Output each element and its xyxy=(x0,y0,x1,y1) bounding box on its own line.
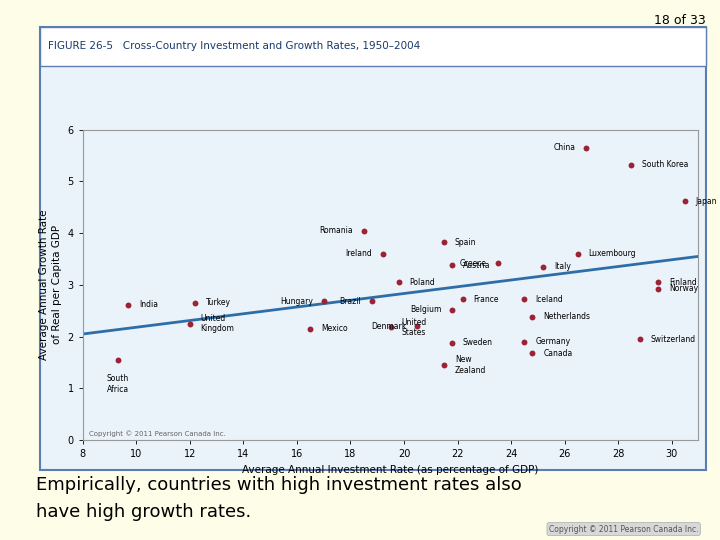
Text: Japan: Japan xyxy=(696,197,717,206)
Text: United
Kingdom: United Kingdom xyxy=(201,314,235,333)
Text: Mexico: Mexico xyxy=(321,325,348,333)
Text: Turkey: Turkey xyxy=(206,299,231,307)
Text: China: China xyxy=(553,143,575,152)
Text: have high growth rates.: have high growth rates. xyxy=(36,503,251,521)
Point xyxy=(358,226,369,235)
Point xyxy=(652,285,664,293)
Text: Netherlands: Netherlands xyxy=(543,313,590,321)
Text: Empirically, countries with high investment rates also: Empirically, countries with high investm… xyxy=(36,476,522,494)
Point xyxy=(438,361,450,369)
Point xyxy=(457,295,469,303)
Point xyxy=(518,338,530,346)
Text: Luxembourg: Luxembourg xyxy=(589,249,636,258)
Point xyxy=(366,297,377,306)
Point xyxy=(572,249,584,258)
Point xyxy=(626,160,637,169)
Point xyxy=(112,355,123,364)
Point xyxy=(446,339,458,347)
Text: France: France xyxy=(474,295,499,304)
Point xyxy=(438,238,450,247)
Point xyxy=(189,299,201,307)
Text: 18 of 33: 18 of 33 xyxy=(654,14,706,26)
Point xyxy=(412,322,423,330)
Text: Copyright © 2011 Pearson Canada Inc.: Copyright © 2011 Pearson Canada Inc. xyxy=(89,430,226,437)
Point xyxy=(537,262,549,271)
Point xyxy=(492,259,503,267)
Point xyxy=(518,295,530,303)
Point xyxy=(122,300,134,309)
Text: Hungary: Hungary xyxy=(280,297,313,306)
Text: Romania: Romania xyxy=(320,226,353,235)
Point xyxy=(580,144,592,152)
Text: Switzerland: Switzerland xyxy=(650,335,696,343)
Point xyxy=(384,323,396,332)
Text: Finland: Finland xyxy=(669,278,697,287)
Point xyxy=(527,313,539,321)
Point xyxy=(184,319,196,328)
Text: Poland: Poland xyxy=(410,278,435,287)
Text: India: India xyxy=(139,300,158,309)
Text: Brazil: Brazil xyxy=(339,297,361,306)
X-axis label: Average Annual Investment Rate (as percentage of GDP): Average Annual Investment Rate (as perce… xyxy=(243,465,539,475)
Text: FIGURE 26-5   Cross-Country Investment and Growth Rates, 1950–2004: FIGURE 26-5 Cross-Country Investment and… xyxy=(48,42,420,51)
Text: Spain: Spain xyxy=(455,238,477,247)
Text: Denmark: Denmark xyxy=(372,322,407,330)
Point xyxy=(527,349,539,357)
Text: United
States: United States xyxy=(401,318,426,337)
Point xyxy=(634,335,645,343)
Text: Sweden: Sweden xyxy=(463,338,493,347)
Point xyxy=(446,261,458,269)
Text: Norway: Norway xyxy=(669,285,698,294)
Text: South
Africa: South Africa xyxy=(107,374,129,394)
Text: Greece: Greece xyxy=(460,259,487,268)
Text: Ireland: Ireland xyxy=(345,249,372,258)
Point xyxy=(679,197,690,205)
Text: Germany: Germany xyxy=(535,338,570,346)
Text: Iceland: Iceland xyxy=(535,295,563,304)
Text: Belgium: Belgium xyxy=(410,305,441,314)
Y-axis label: Average Annual Growth Rate
of Real per Capita GDP: Average Annual Growth Rate of Real per C… xyxy=(39,210,62,360)
Point xyxy=(305,325,316,333)
Text: South Korea: South Korea xyxy=(642,160,688,169)
Point xyxy=(318,297,330,306)
Point xyxy=(652,278,664,287)
Text: Canada: Canada xyxy=(543,349,572,357)
Point xyxy=(393,278,405,287)
Text: Copyright © 2011 Pearson Canada Inc.: Copyright © 2011 Pearson Canada Inc. xyxy=(549,524,698,534)
Point xyxy=(446,305,458,314)
Text: Austria: Austria xyxy=(463,261,490,269)
Point xyxy=(377,249,388,258)
Text: New
Zealand: New Zealand xyxy=(455,355,486,375)
Text: Italy: Italy xyxy=(554,262,571,271)
